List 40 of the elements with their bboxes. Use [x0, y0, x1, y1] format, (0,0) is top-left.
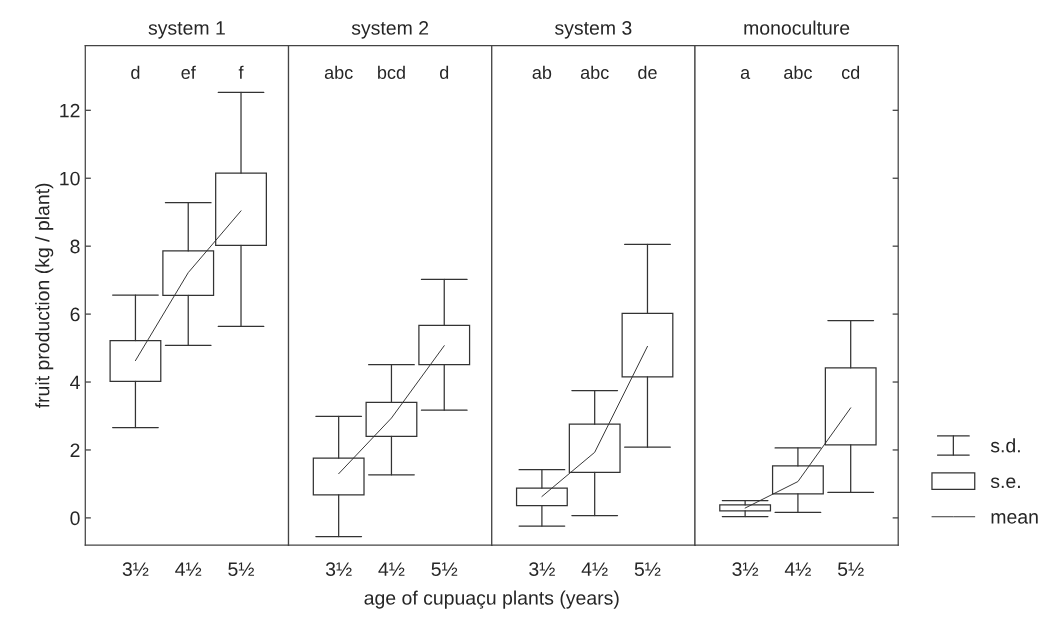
x-tick-label: 5½	[837, 562, 864, 577]
x-tick-label: 3½	[325, 562, 352, 577]
x-tick-label: 3½	[732, 562, 759, 577]
annotation: cd	[841, 65, 860, 79]
x-tick-label: 5½	[634, 562, 661, 577]
y-tick-label: 0	[70, 511, 80, 526]
annotation: abc	[784, 65, 812, 79]
annotation: f	[238, 65, 244, 79]
y-axis-title: fruit production (kg / plant)	[35, 183, 54, 409]
x-tick-label: 4½	[581, 562, 608, 576]
chart-title: system 2	[351, 21, 429, 39]
x-axis-title: age of cupuaçu plants (years)	[364, 590, 619, 609]
annotation: d	[439, 65, 449, 79]
annotation: ef	[181, 65, 196, 79]
text: s.e.	[990, 477, 1020, 489]
annotation: d	[131, 65, 140, 79]
y-tick-label: 6	[70, 307, 80, 322]
annotation: abc	[324, 65, 353, 79]
x-tick-label: 5½	[228, 562, 255, 577]
y-tick-label: 10	[60, 171, 80, 186]
y-tick-label: 12	[60, 103, 80, 118]
x-tick-label: 4½	[175, 562, 202, 576]
x-tick-label: 3½	[529, 562, 555, 577]
x-tick-label: 4½	[784, 562, 811, 576]
annotation: abc	[580, 65, 609, 79]
chart-title: system 1	[148, 21, 225, 39]
x-tick-label: 5½	[431, 562, 458, 577]
chart-title: monoculture	[744, 20, 850, 35]
annotation: a	[740, 69, 751, 79]
annotation: de	[638, 65, 657, 79]
chart-title: system 3	[555, 21, 632, 39]
x-tick-label: 3½	[122, 562, 149, 577]
text: s.d.	[990, 438, 1020, 453]
x-tick-label: 4½	[378, 562, 405, 576]
y-tick-label: 2	[70, 443, 80, 458]
annotation: ab	[532, 65, 552, 79]
y-tick-label: 8	[70, 239, 80, 254]
legend-label: mean	[991, 513, 1038, 524]
y-tick-label: 4	[70, 375, 80, 390]
annotation: bcd	[378, 65, 405, 79]
